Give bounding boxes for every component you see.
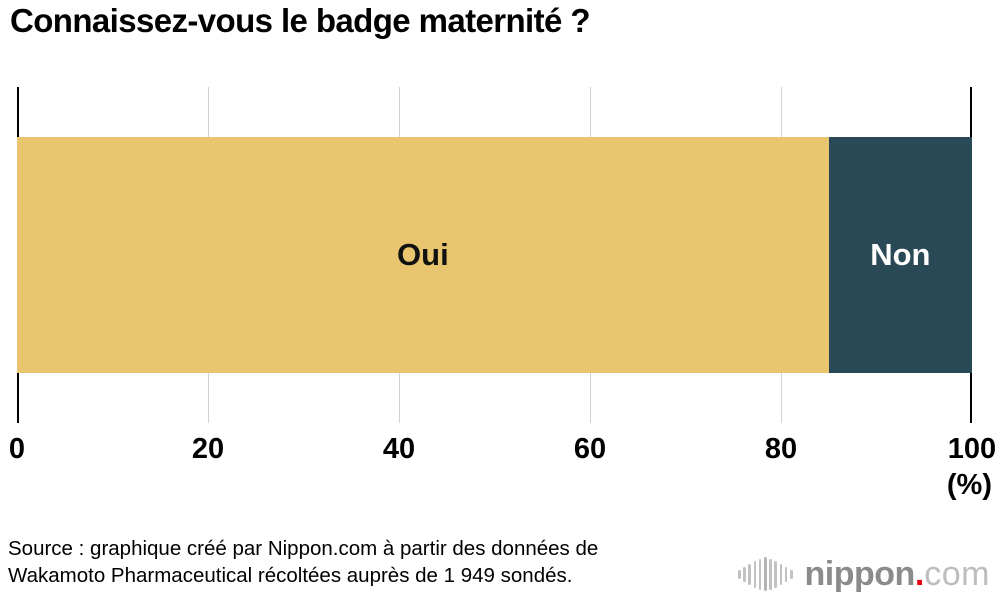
logo-word-com: com — [924, 555, 990, 593]
logo-word-nippon: nippon — [804, 555, 916, 593]
x-tick-label: 40 — [382, 433, 416, 465]
nippon-com-logo: nippon.com — [738, 555, 990, 593]
bar-segment-label: Non — [870, 237, 931, 272]
stacked-bar: Oui Non — [17, 137, 972, 373]
x-tick-label: 80 — [764, 433, 798, 465]
x-axis-unit-label: (%) — [946, 469, 992, 501]
bar-segment-non: Non — [828, 137, 972, 373]
x-tick-label: 60 — [573, 433, 607, 465]
logo-wordmark: nippon.com — [805, 555, 990, 593]
source-note: Source : graphique créé par Nippon.com à… — [8, 535, 598, 589]
chart-title: Connaissez-vous le badge maternité ? — [10, 2, 590, 39]
plot-area: Oui Non — [17, 87, 972, 423]
x-tick-label: 0 — [8, 433, 26, 465]
bar-segment-oui: Oui — [17, 137, 829, 373]
source-note-line2: Wakamoto Pharmaceutical récoltées auprès… — [8, 564, 573, 587]
x-axis-ticks: 0 20 40 60 80 100 — [9, 433, 996, 469]
x-tick-label: 20 — [191, 433, 225, 465]
nippon-soundwave-icon — [738, 555, 793, 593]
source-note-line1: Source : graphique créé par Nippon.com à… — [8, 537, 599, 560]
logo-red-dot: . — [914, 555, 925, 593]
x-tick-label: 100 — [947, 433, 997, 465]
bar-segment-label: Oui — [397, 237, 449, 272]
